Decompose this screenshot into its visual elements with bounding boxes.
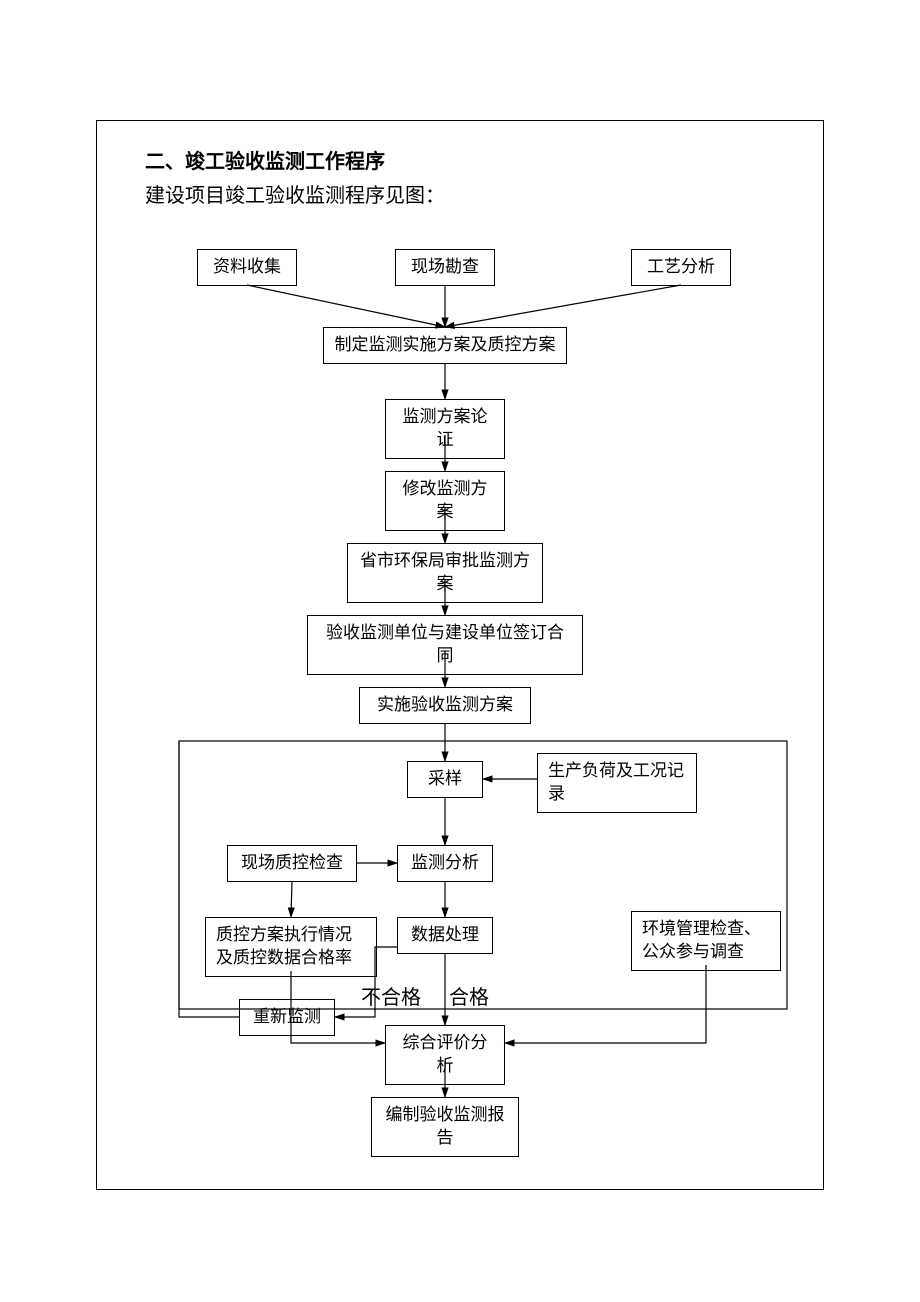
node-process-analysis: 工艺分析 — [631, 249, 731, 286]
node-qc-pass-rate: 质控方案执行情况及质控数据合格率 — [205, 917, 377, 977]
section-subheading: 建设项目竣工验收监测程序见图： — [145, 179, 445, 208]
edge-label-pass: 合格 — [449, 981, 489, 1010]
node-sampling: 采样 — [407, 761, 483, 798]
node-load-record: 生产负荷及工况记录 — [537, 753, 697, 813]
node-data-processing: 数据处理 — [397, 917, 493, 954]
node-sign-contract: 验收监测单位与建设单位签订合同 — [307, 615, 583, 675]
node-plan-review: 监测方案论证 — [385, 399, 505, 459]
node-env-mgmt-survey: 环境管理检查、公众参与调查 — [631, 911, 781, 971]
section-heading: 二、竣工验收监测工作程序 — [145, 145, 385, 174]
node-onsite-qc: 现场质控检查 — [227, 845, 357, 882]
edge-label-fail: 不合格 — [361, 981, 421, 1010]
document-frame: 二、竣工验收监测工作程序 建设项目竣工验收监测程序见图： 资料收集 现场勘查 工… — [96, 120, 824, 1190]
node-comprehensive-eval: 综合评价分析 — [385, 1025, 505, 1085]
node-data-collection: 资料收集 — [197, 249, 297, 286]
node-draft-plan: 制定监测实施方案及质控方案 — [323, 327, 567, 364]
node-implement-plan: 实施验收监测方案 — [359, 687, 531, 724]
node-revise-plan: 修改监测方案 — [385, 471, 505, 531]
node-compile-report: 编制验收监测报告 — [371, 1097, 519, 1157]
node-re-monitor: 重新监测 — [239, 999, 335, 1036]
node-site-survey: 现场勘查 — [395, 249, 495, 286]
node-epb-approval: 省市环保局审批监测方案 — [347, 543, 543, 603]
node-monitor-analysis: 监测分析 — [397, 845, 493, 882]
